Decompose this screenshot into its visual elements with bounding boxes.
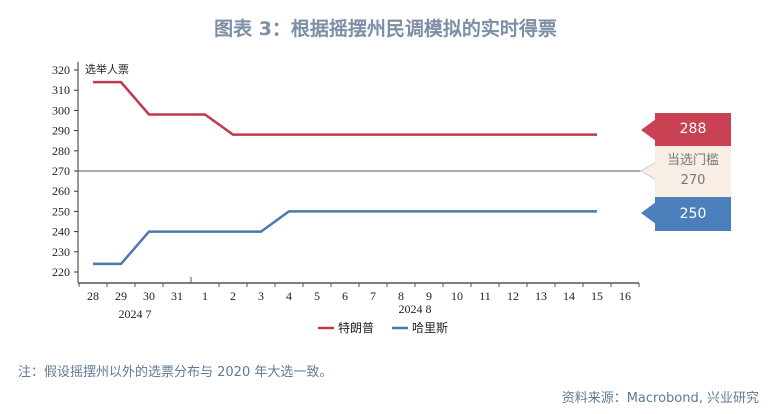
threshold-label-value: 270 <box>680 173 706 188</box>
x-tick-label: 5 <box>314 289 320 303</box>
harris-pointer <box>641 202 656 224</box>
x-tick-label: 4 <box>286 289 292 303</box>
y-tick-label: 280 <box>52 144 70 158</box>
y-tick-label: 260 <box>52 184 70 198</box>
legend-label: 哈里斯 <box>412 321 448 335</box>
harris-end-label: 250 <box>655 197 731 231</box>
x-tick-label: 31 <box>171 289 183 303</box>
source-note: 资料来源：Macrobond, 兴业研究 <box>561 391 759 406</box>
y-tick-label: 310 <box>52 83 70 97</box>
y-tick-label: 250 <box>52 204 70 218</box>
x-tick-label: 30 <box>143 289 155 303</box>
x-tick-label: 15 <box>591 289 603 303</box>
footnote: 注：假设摇摆州以外的选票分布与 2020 年大选一致。 <box>18 365 333 380</box>
x-tick-label: 7 <box>370 289 376 303</box>
x-tick-label: 12 <box>507 289 519 303</box>
y-tick-label: 300 <box>52 103 70 117</box>
threshold-pointer <box>640 161 657 181</box>
y-tick-label: 320 <box>52 63 70 77</box>
threshold-label-text: 当选门槛 <box>666 153 719 168</box>
legend-label: 特朗普 <box>338 320 374 335</box>
trump-end-label: 288 <box>655 113 731 146</box>
x-tick-label: 1 <box>202 289 208 303</box>
series-line-0 <box>93 80 597 136</box>
x-tick-label: 6 <box>342 289 348 303</box>
y-tick-label: 230 <box>52 245 70 259</box>
x-tick-label: 2 <box>230 289 236 303</box>
x-tick-label: 29 <box>115 289 127 303</box>
threshold-label: 当选门槛 270 <box>655 146 731 197</box>
x-tick-label: 8 <box>398 289 404 303</box>
series-line-1 <box>93 210 597 266</box>
x-tick-label: 10 <box>451 289 463 303</box>
x-tick-label: 16 <box>619 289 631 303</box>
chart-title: 图表 3：根据摇摆州民调模拟的实时得票 <box>214 18 557 40</box>
y-tick-label: 290 <box>52 124 70 138</box>
month-label: 2024 7 <box>119 307 152 321</box>
y-tick-label: 240 <box>52 225 70 239</box>
trump-pointer <box>641 119 656 141</box>
x-tick-label: 14 <box>563 289 575 303</box>
x-tick-label: 11 <box>479 289 491 303</box>
x-tick-label: 28 <box>87 289 99 303</box>
x-tick-label: 9 <box>426 289 432 303</box>
y-tick-label: 220 <box>52 265 70 279</box>
month-label: 2024 8 <box>399 302 432 316</box>
x-tick-label: 3 <box>258 289 264 303</box>
x-tick-label: 13 <box>535 289 547 303</box>
y-tick-label: 270 <box>52 164 70 178</box>
y-axis-label: 选举人票 <box>85 62 129 76</box>
